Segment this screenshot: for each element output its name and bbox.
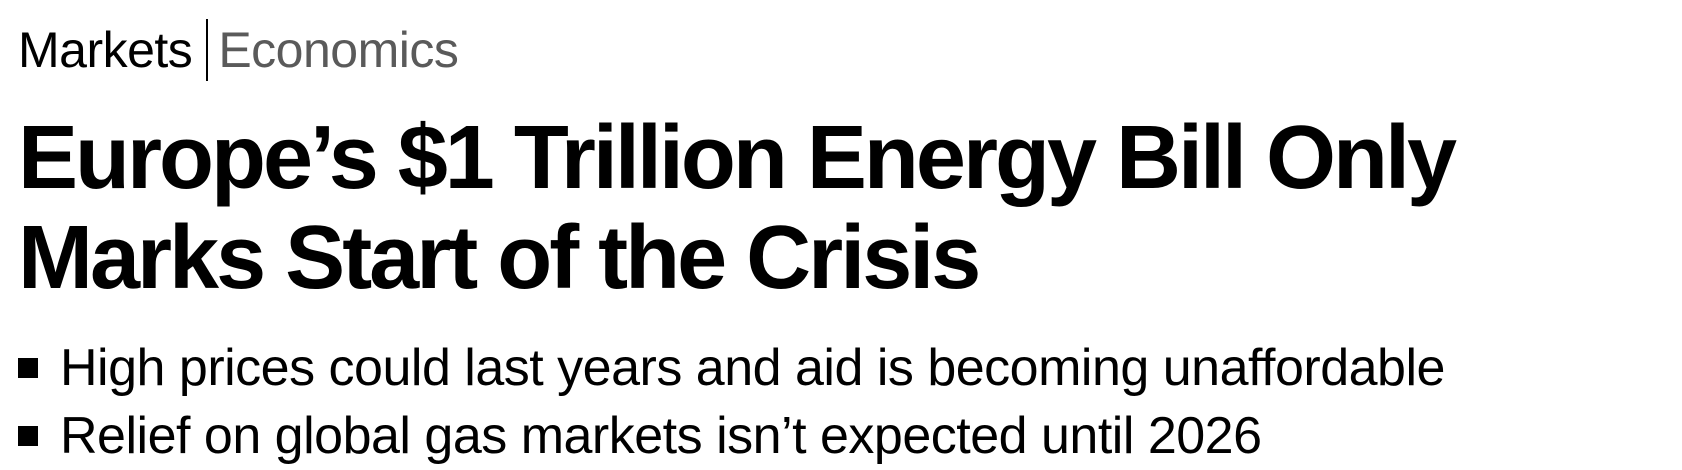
summary-bullet-text: High prices could last years and aid is … <box>60 339 1445 397</box>
summary-bullet-item: Relief on global gas markets isn’t expec… <box>18 402 1682 470</box>
headline-line-2: Marks Start of the Crisis <box>18 208 981 308</box>
square-bullet-icon <box>18 358 38 378</box>
summary-bullets: High prices could last years and aid is … <box>18 334 1682 470</box>
breadcrumb-divider <box>206 19 209 81</box>
summary-bullet-text: Relief on global gas markets isn’t expec… <box>60 407 1262 465</box>
square-bullet-icon <box>18 426 38 446</box>
summary-bullet-item: High prices could last years and aid is … <box>18 334 1682 402</box>
breadcrumb-economics-link[interactable]: Economics <box>218 22 459 78</box>
article-header: Markets Economics Europe’s $1 Trillion E… <box>18 18 1682 465</box>
article-headline: Europe’s $1 Trillion Energy Bill Only Ma… <box>18 108 1638 308</box>
breadcrumb: Markets Economics <box>18 18 1682 82</box>
breadcrumb-markets-link[interactable]: Markets <box>18 22 193 78</box>
headline-line-1: Europe’s $1 Trillion Energy Bill Only <box>18 108 1457 208</box>
